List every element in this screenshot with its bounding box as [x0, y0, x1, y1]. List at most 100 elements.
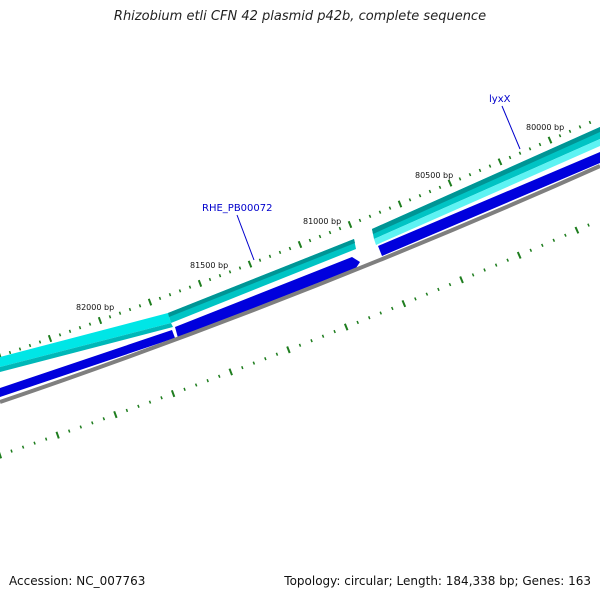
outer-tick	[558, 134, 562, 138]
cds-reverse-feature[interactable]	[378, 152, 600, 256]
inner-tick	[264, 357, 267, 361]
outer-tick	[428, 189, 432, 194]
outer-tick	[418, 194, 422, 198]
outer-tick	[108, 315, 112, 319]
outer-tick	[178, 289, 182, 293]
outer-tick	[138, 304, 142, 308]
outer-tick	[128, 307, 132, 312]
outer-tick	[578, 125, 582, 129]
outer-tick	[297, 240, 303, 249]
inner-tick	[206, 379, 209, 383]
cds-forward-feature-lyxX[interactable]	[168, 239, 355, 317]
gene-leader-line	[501, 105, 521, 150]
inner-tick	[148, 400, 152, 404]
inner-tick-marks	[0, 223, 590, 459]
tick-label: 81000 bp	[303, 217, 341, 226]
outer-tick	[18, 347, 22, 351]
cds-forward-feature[interactable]	[0, 323, 173, 372]
inner-tick	[448, 282, 452, 287]
inner-tick	[425, 292, 429, 296]
outer-tick	[278, 250, 282, 255]
inner-tick	[113, 410, 118, 419]
inner-tick	[67, 429, 71, 433]
cds-reverse-feature[interactable]	[0, 330, 175, 397]
outer-tick	[8, 350, 12, 355]
outer-tick	[168, 293, 172, 297]
outer-tick	[378, 210, 382, 214]
outer-tick	[508, 155, 512, 160]
outer-tick	[38, 340, 42, 344]
inner-tick	[33, 441, 36, 445]
inner-tick	[137, 404, 140, 408]
inner-tick	[541, 243, 544, 247]
inner-tick	[21, 445, 25, 449]
inner-tick	[483, 268, 486, 272]
outer-tick	[147, 298, 153, 306]
outer-tick	[458, 177, 462, 181]
sequence-summary: Topology: circular; Length: 184,338 bp; …	[284, 574, 591, 588]
cds-forward-feature[interactable]	[372, 127, 600, 234]
inner-tick	[494, 263, 498, 267]
outer-tick	[58, 333, 62, 337]
inner-tick	[10, 449, 13, 453]
outer-tick	[488, 164, 492, 168]
outer-tick	[408, 198, 412, 202]
inner-tick	[252, 361, 256, 365]
inner-tick	[44, 437, 48, 441]
gene-label-lyxX[interactable]: lyxX	[489, 94, 511, 105]
inner-tick	[529, 248, 533, 252]
outer-tick	[588, 120, 592, 125]
outer-tick	[478, 168, 482, 173]
inner-tick	[275, 352, 279, 356]
tick-label: 81500 bp	[190, 261, 228, 270]
inner-tick	[333, 329, 336, 334]
inner-tick	[321, 334, 325, 338]
gene-leader-line	[236, 214, 255, 261]
inner-tick	[102, 417, 106, 421]
outer-tick	[338, 226, 342, 231]
outer-tick	[97, 316, 103, 325]
inner-tick	[241, 365, 244, 370]
inner-tick	[194, 383, 198, 387]
inner-tick	[459, 276, 464, 284]
outer-tick	[308, 238, 312, 243]
inner-tick	[183, 387, 186, 391]
cds-forward-feature[interactable]	[0, 313, 171, 367]
outer-tick	[368, 214, 372, 218]
outer-tick	[197, 279, 203, 287]
tick-label: 80000 bp	[526, 123, 564, 132]
outer-tick	[268, 254, 272, 258]
cds-forward-feature[interactable]	[374, 139, 600, 245]
inner-tick	[564, 233, 567, 237]
tick-label: 82000 bp	[76, 303, 114, 312]
gene-label-RHE_PB00072[interactable]: RHE_PB00072	[202, 203, 273, 214]
outer-tick	[158, 296, 162, 301]
outer-tick	[328, 230, 332, 235]
inner-tick	[79, 425, 83, 429]
inner-tick	[414, 297, 417, 301]
inner-tick	[401, 300, 407, 308]
outer-tick	[88, 322, 92, 326]
outer-tick	[388, 206, 392, 210]
outer-tick	[228, 270, 232, 274]
outer-tick	[68, 329, 72, 333]
outer-tick	[238, 266, 242, 270]
inner-tick	[437, 287, 440, 292]
inner-tick	[368, 316, 371, 320]
outer-tick	[47, 334, 53, 343]
inner-tick	[356, 320, 359, 325]
inner-tick	[160, 396, 163, 400]
outer-tick-marks	[0, 120, 592, 360]
inner-tick	[125, 408, 129, 413]
outer-tick	[288, 246, 292, 251]
cds-reverse-feature[interactable]	[175, 257, 360, 338]
outer-tick	[538, 142, 542, 147]
tick-label: 80500 bp	[415, 171, 453, 180]
outer-tick	[468, 172, 472, 177]
accession-label: Accession: NC_007763	[9, 574, 146, 588]
outer-tick	[528, 147, 532, 151]
outer-tick	[258, 258, 262, 262]
inner-tick	[218, 374, 221, 378]
inner-tick	[286, 346, 291, 354]
